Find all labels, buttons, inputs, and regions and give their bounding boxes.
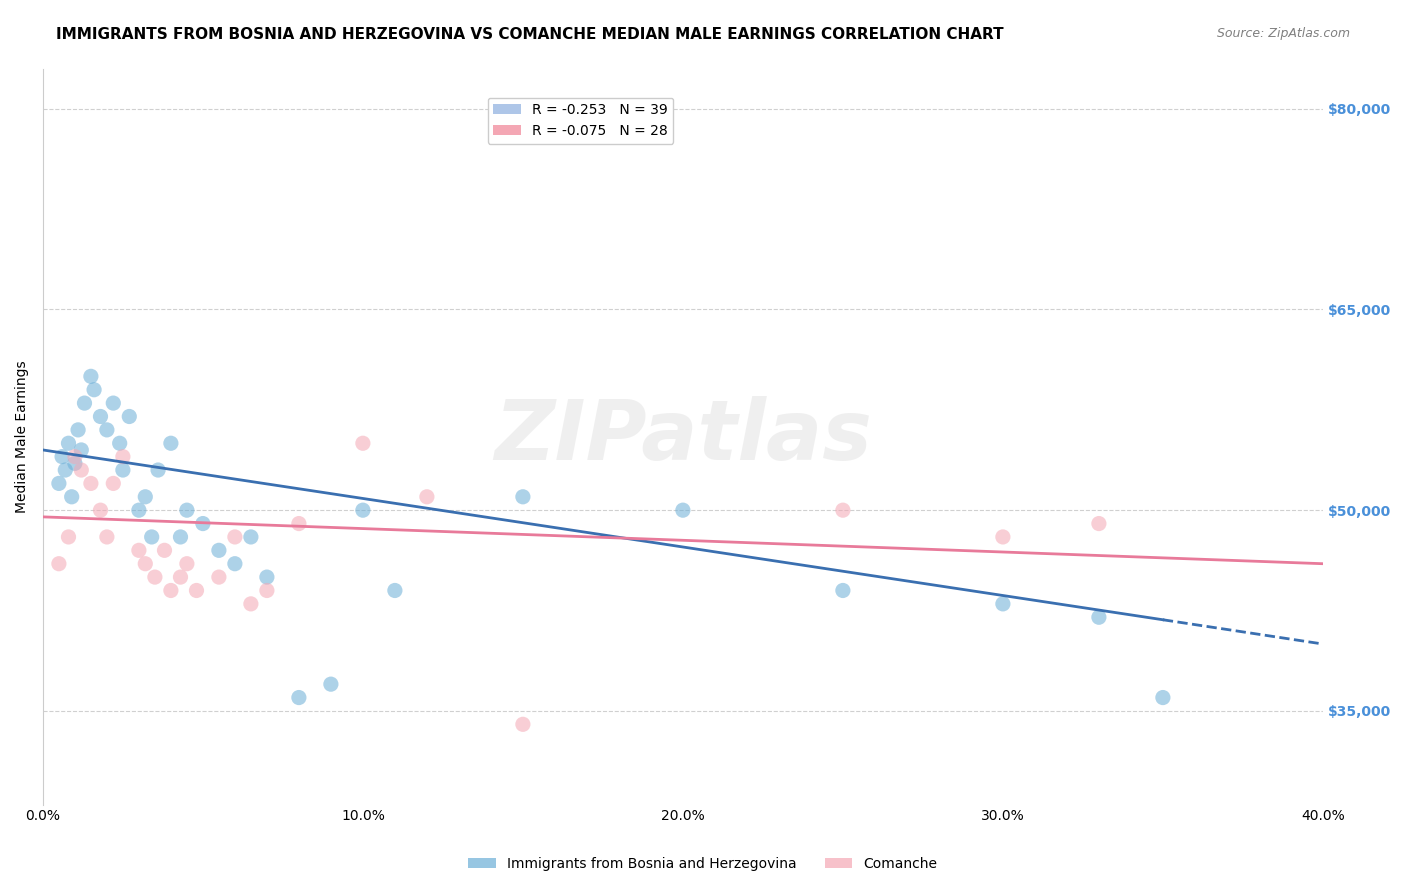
Point xyxy=(58,530,80,544)
Point xyxy=(186,583,208,598)
Point xyxy=(67,423,90,437)
Point xyxy=(48,476,70,491)
Point xyxy=(512,490,534,504)
Point xyxy=(831,583,853,598)
Point xyxy=(51,450,73,464)
Point xyxy=(111,450,134,464)
Point xyxy=(169,530,191,544)
Text: Source: ZipAtlas.com: Source: ZipAtlas.com xyxy=(1216,27,1350,40)
Point xyxy=(239,530,262,544)
Point xyxy=(160,583,183,598)
Y-axis label: Median Male Earnings: Median Male Earnings xyxy=(15,360,30,513)
Point xyxy=(991,597,1014,611)
Point xyxy=(134,490,156,504)
Point xyxy=(141,530,163,544)
Point xyxy=(1088,516,1111,531)
Point xyxy=(70,463,93,477)
Point xyxy=(134,557,156,571)
Point xyxy=(103,396,125,410)
Point xyxy=(169,570,191,584)
Point xyxy=(288,690,311,705)
Point xyxy=(256,583,278,598)
Point xyxy=(80,476,103,491)
Point xyxy=(831,503,853,517)
Point xyxy=(146,463,169,477)
Point xyxy=(108,436,131,450)
Point xyxy=(63,456,86,470)
Point xyxy=(128,543,150,558)
Point xyxy=(160,436,183,450)
Point xyxy=(111,463,134,477)
Point xyxy=(118,409,141,424)
Point xyxy=(143,570,166,584)
Point xyxy=(416,490,439,504)
Point xyxy=(224,530,246,544)
Point xyxy=(176,557,198,571)
Point xyxy=(224,557,246,571)
Point xyxy=(239,597,262,611)
Point xyxy=(1088,610,1111,624)
Legend: R = -0.253   N = 39, R = -0.075   N = 28: R = -0.253 N = 39, R = -0.075 N = 28 xyxy=(488,97,673,144)
Point xyxy=(153,543,176,558)
Point xyxy=(96,423,118,437)
Text: ZIPatlas: ZIPatlas xyxy=(494,396,872,477)
Legend: Immigrants from Bosnia and Herzegovina, Comanche: Immigrants from Bosnia and Herzegovina, … xyxy=(463,851,943,876)
Point xyxy=(63,450,86,464)
Point xyxy=(53,463,76,477)
Point xyxy=(60,490,83,504)
Point xyxy=(96,530,118,544)
Point xyxy=(352,503,374,517)
Point xyxy=(208,570,231,584)
Point xyxy=(89,503,111,517)
Text: IMMIGRANTS FROM BOSNIA AND HERZEGOVINA VS COMANCHE MEDIAN MALE EARNINGS CORRELAT: IMMIGRANTS FROM BOSNIA AND HERZEGOVINA V… xyxy=(56,27,1004,42)
Point xyxy=(191,516,214,531)
Point xyxy=(48,557,70,571)
Point xyxy=(991,530,1014,544)
Point xyxy=(73,396,96,410)
Point xyxy=(176,503,198,517)
Point xyxy=(128,503,150,517)
Point xyxy=(103,476,125,491)
Point xyxy=(1152,690,1174,705)
Point xyxy=(208,543,231,558)
Point xyxy=(512,717,534,731)
Point xyxy=(256,570,278,584)
Point xyxy=(319,677,342,691)
Point xyxy=(83,383,105,397)
Point xyxy=(58,436,80,450)
Point xyxy=(288,516,311,531)
Point xyxy=(89,409,111,424)
Point xyxy=(672,503,695,517)
Point xyxy=(70,442,93,457)
Point xyxy=(384,583,406,598)
Point xyxy=(80,369,103,384)
Point xyxy=(352,436,374,450)
